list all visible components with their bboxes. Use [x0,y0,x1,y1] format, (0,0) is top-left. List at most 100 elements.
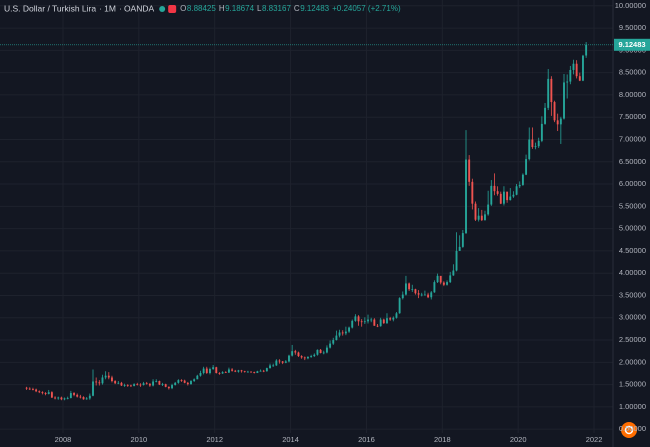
candle-body [303,357,306,359]
candle-body [253,372,256,374]
candle-body [126,385,129,386]
candle-body [537,140,540,147]
x-tick-label: 2020 [510,435,527,444]
candle-body [224,372,227,373]
candle-body [111,377,113,382]
candle-body [142,383,145,386]
candle-body [117,382,120,384]
ohlc-value: 9.12483 [300,4,329,13]
candle-body [35,389,38,392]
candle-body [148,383,151,386]
x-tick-label: 2018 [434,435,451,444]
candle-body [471,181,474,204]
y-tick-label: 10.00000 [615,1,646,10]
candle-body [294,351,297,353]
candle-body [161,384,164,385]
candle-body [69,393,72,398]
candle-body [363,321,366,323]
candle-body [265,368,268,372]
candle-body [313,354,316,357]
candle-body [262,370,265,372]
candle-body [389,318,392,320]
candle-body [98,382,101,384]
y-tick-label: 1.00000 [619,402,646,411]
y-tick-label: 7.50000 [619,112,646,121]
candle-body [41,392,44,394]
candle-body [436,275,439,283]
candle-body [338,332,341,336]
y-tick-label: 7.00000 [619,134,646,143]
y-tick-label: 6.50000 [619,157,646,166]
ohlc-value: 9.18674 [225,4,254,13]
y-tick-label: 6.00000 [619,179,646,188]
candle-body [171,385,173,389]
candle-body [284,361,287,363]
candle-body [325,347,328,353]
candle-body [553,102,556,121]
y-tick-label: 2.00000 [619,357,646,366]
candle-body [474,203,477,220]
candle-body [180,380,183,381]
y-tick-label: 0.50000 [619,424,646,433]
candle-body [433,282,436,293]
candle-body [237,370,240,372]
x-tick-label: 2016 [358,435,375,444]
candles [25,42,588,401]
candle-body [572,63,575,70]
candle-body [202,368,205,374]
candle-body [465,159,467,234]
candle-body [329,343,332,348]
ohlc-label: L [257,4,262,13]
y-tick-label: 8.00000 [619,90,646,99]
candle-body [291,351,294,356]
last-price-label: 9.12483 [618,40,645,49]
candle-body [288,355,290,362]
y-tick-label: 2.50000 [619,335,646,344]
candle-body [186,382,189,385]
candle-body [332,340,335,344]
candle-body [259,370,262,372]
candle-body [477,215,480,220]
candle-body [79,396,82,398]
candle-body [76,394,79,397]
candle-body [373,319,376,326]
candle-body [367,319,369,322]
x-tick-label: 2010 [130,435,147,444]
candle-body [212,367,215,370]
candle-body [38,391,41,393]
candle-body [582,55,584,81]
settings-icon[interactable] [621,422,637,438]
candle-body [63,398,66,400]
candle-body [82,397,85,400]
candle-body [540,123,543,141]
candle-body [414,289,417,294]
ohlc-label: C [294,4,300,13]
candle-body [145,383,148,385]
change: +0.24057 (+2.71%) [332,4,401,13]
candle-body [73,393,75,395]
candle-body [66,397,69,399]
candle-body [240,370,243,372]
candle-body [167,386,170,389]
candle-body [461,233,464,247]
y-tick-label: 1.50000 [619,380,646,389]
candle-body [133,384,136,386]
candle-body [506,191,509,201]
candle-body [114,381,117,384]
last-price-tag [614,38,650,51]
candle-body [559,118,562,125]
candle-body [515,186,518,195]
candle-body [351,320,354,328]
ohlc-value: 8.88425 [187,4,216,13]
candle-body [101,377,104,384]
candle-body [209,369,211,374]
source: OANDA [124,3,155,13]
candle-body [341,332,344,334]
candle-body [455,250,458,271]
candle-body [107,375,110,378]
y-tick-label: 5.50000 [619,201,646,210]
candle-body [496,191,499,194]
candle-body [420,294,423,296]
candle-body [243,371,246,373]
title: U.S. Dollar / Turkish Lira [4,3,96,13]
